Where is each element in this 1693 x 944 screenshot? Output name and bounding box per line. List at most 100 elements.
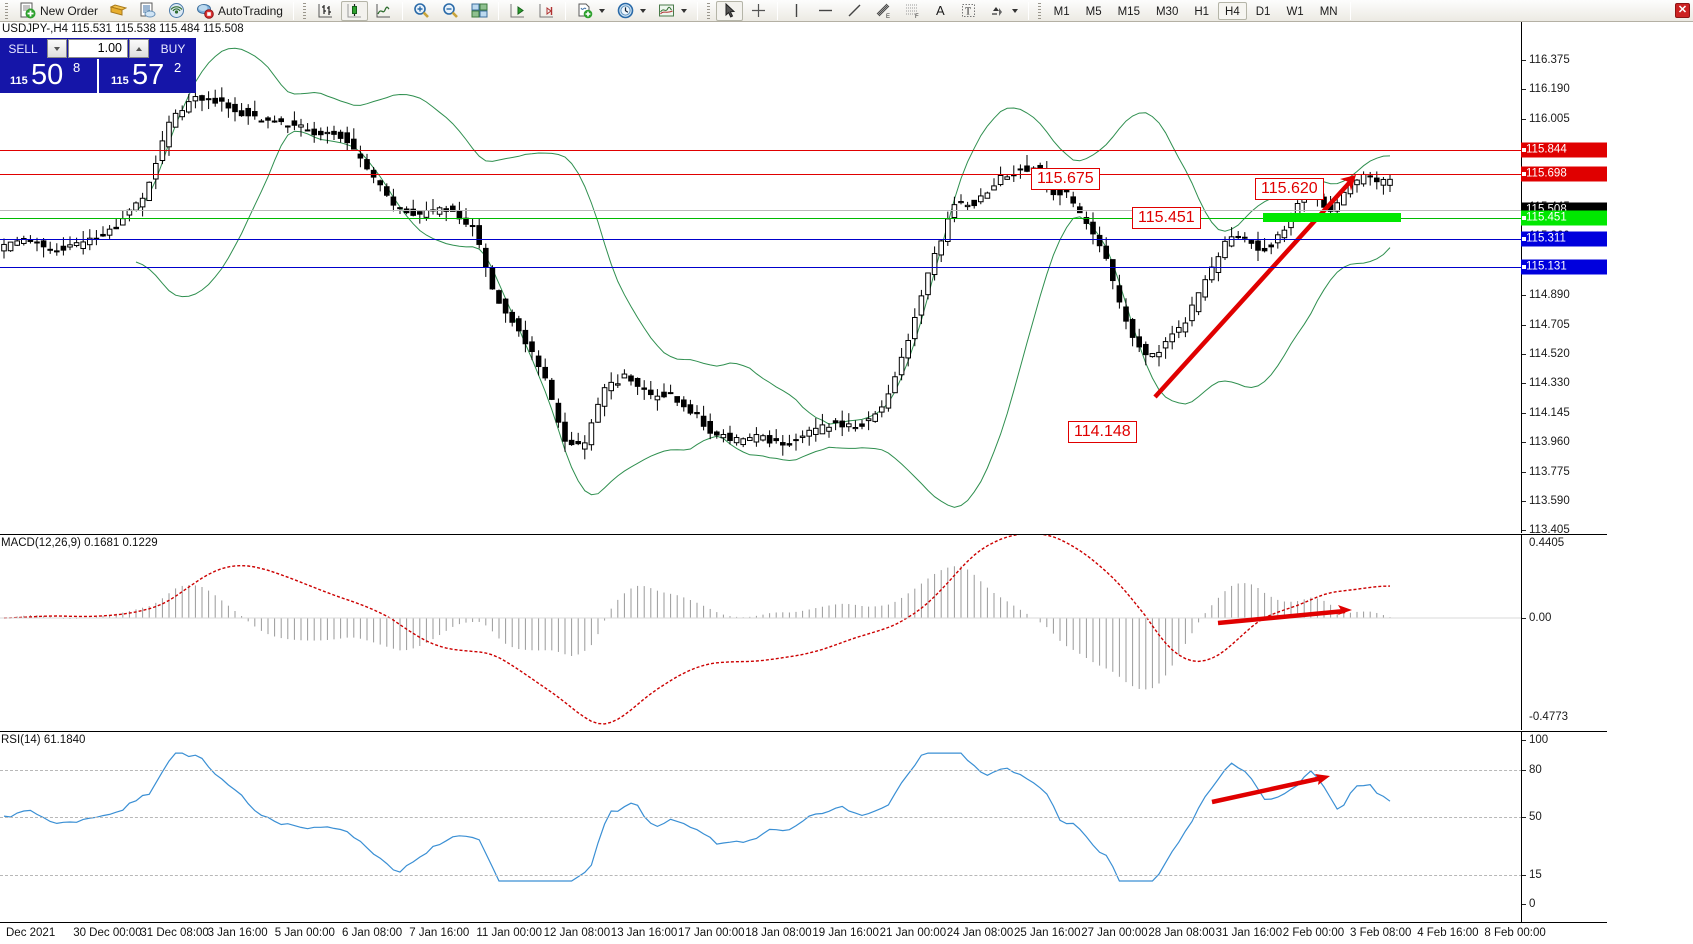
main-toolbar: New Order <box>0 0 1693 22</box>
price-tag-115698[interactable]: 115.698 <box>1521 166 1607 182</box>
price-pane[interactable]: 115.675 115.620 115.451 114.148 USDJPY-,… <box>0 22 1607 536</box>
timeframe-m5-button[interactable]: M5 <box>1085 5 1102 18</box>
arrows-tool-button[interactable] <box>984 1 1023 21</box>
sell-button[interactable]: SELL <box>0 38 46 59</box>
price-tag-115311[interactable]: 115.311 <box>1521 231 1607 247</box>
template-icon <box>658 2 675 19</box>
level-line-115131[interactable] <box>0 267 1607 268</box>
level-line-115451[interactable] <box>0 218 1607 219</box>
time-axis[interactable]: Dec 2021 30 Dec 00:00 31 Dec 08:00 3 Jan 16… <box>0 922 1607 944</box>
autotrading-button[interactable]: AutoTrading <box>192 1 288 21</box>
auto-scroll-button[interactable] <box>533 1 560 21</box>
rsi-tick-label: 50 <box>1529 811 1542 823</box>
new-order-button[interactable]: New Order <box>14 1 103 21</box>
bar-chart-button[interactable] <box>312 1 339 21</box>
templates-button[interactable] <box>653 1 692 21</box>
vertical-line-tool-button[interactable] <box>783 1 810 21</box>
time-tick-label: 5 Jan 00:00 <box>274 927 335 939</box>
buy-price-display[interactable]: 115 57 2 <box>97 59 196 93</box>
data-window-button[interactable] <box>134 1 161 21</box>
candlestick-chart-button[interactable] <box>340 0 368 21</box>
price-tag-handle[interactable] <box>1521 236 1527 242</box>
zoom-in-button[interactable] <box>408 1 435 21</box>
period-button[interactable] <box>612 1 651 21</box>
timeframe-m30-button[interactable]: M30 <box>1155 5 1179 18</box>
level-line-115311[interactable] <box>0 239 1607 240</box>
equidistant-channel-tool-button[interactable]: E <box>870 1 897 21</box>
annotation-115675[interactable]: 115.675 <box>1031 168 1100 190</box>
templates-chevron-down-icon[interactable] <box>680 8 687 13</box>
line-chart-button[interactable] <box>370 1 397 21</box>
toolbar-grip[interactable] <box>3 1 10 20</box>
close-icon[interactable]: ✕ <box>1675 3 1690 18</box>
annotation-115620[interactable]: 115.620 <box>1255 178 1324 200</box>
fibonacci-tool-button[interactable]: F <box>899 1 926 21</box>
volume-stepper[interactable]: 1.00 <box>46 38 150 59</box>
toolbar-separator-5 <box>696 1 698 20</box>
zoom-out-icon <box>442 2 459 19</box>
timeframe-m15-button[interactable]: M15 <box>1117 5 1140 18</box>
period-chevron-down-icon[interactable] <box>639 8 646 13</box>
chart-shift-icon <box>509 2 526 19</box>
indicators-button[interactable] <box>571 1 610 21</box>
timeframe-h4-button[interactable]: H4 <box>1218 1 1247 20</box>
timeframe-d1-button[interactable]: D1 <box>1255 5 1271 18</box>
text-tool-button[interactable]: A <box>928 1 953 21</box>
timeframe-h1-button[interactable]: H1 <box>1194 5 1210 18</box>
horizontal-line-tool-button[interactable] <box>812 1 839 21</box>
one-click-trading-panel[interactable]: SELL 1.00 BUY 115 50 8 115 <box>0 38 196 93</box>
price-tag-115451[interactable]: 115.451 <box>1521 210 1607 226</box>
toolbar-separator-4 <box>564 1 566 20</box>
level-line-115698[interactable] <box>0 174 1607 175</box>
timeframe-w1-button[interactable]: W1 <box>1286 5 1304 18</box>
zoom-out-button[interactable] <box>437 1 464 21</box>
level-line-115844[interactable] <box>0 150 1607 151</box>
toolbar-grip-4[interactable] <box>1035 1 1043 20</box>
toolbar-grip-2[interactable] <box>300 1 308 20</box>
trendline-tool-button[interactable] <box>841 1 868 21</box>
timeframe-m1-button[interactable]: M1 <box>1053 5 1070 18</box>
price-tick-label: 116.190 <box>1529 83 1570 96</box>
navigator-button[interactable] <box>163 1 190 21</box>
price-chart-canvas <box>1 47 1393 508</box>
macd-pane[interactable]: MACD(12,26,9) 0.1681 0.1229 0.4405 0.00 -0… <box>0 534 1607 730</box>
price-tag-115131[interactable]: 115.131 <box>1521 259 1607 275</box>
cursor-tool-button[interactable] <box>715 0 743 21</box>
text-label-tool-button[interactable]: T <box>955 1 982 21</box>
tile-windows-button[interactable] <box>466 1 493 21</box>
timeframe-mn-button[interactable]: MN <box>1319 5 1338 18</box>
price-tag-115844[interactable]: 115.844 <box>1521 142 1607 158</box>
rsi-pane[interactable]: RSI(14) 61.1840 100 80 50 15 0 <box>0 731 1607 922</box>
price-tag-handle[interactable] <box>1521 215 1527 221</box>
toolbar-separator-3 <box>497 1 499 20</box>
chart-area[interactable]: 115.675 115.620 115.451 114.148 USDJPY-,… <box>0 22 1693 944</box>
rsi-axis[interactable]: 100 80 50 15 0 <box>1521 732 1607 922</box>
arrows-chevron-down-icon[interactable] <box>1011 8 1018 13</box>
crosshair-tool-button[interactable] <box>745 1 772 21</box>
toolbar-grip-3[interactable] <box>704 1 712 20</box>
time-tick-label: 2 Feb 00:00 <box>1282 927 1345 939</box>
annotation-115451[interactable]: 115.451 <box>1132 207 1201 229</box>
sell-price-display[interactable]: 115 50 8 <box>0 59 97 93</box>
rsi-tick-label: 80 <box>1529 764 1542 776</box>
market-watch-button[interactable] <box>105 1 132 21</box>
price-tag-handle[interactable] <box>1521 171 1527 177</box>
price-tag-handle[interactable] <box>1521 147 1527 153</box>
price-axis[interactable]: 116.375116.190116.005115.815115.630115.4… <box>1521 22 1607 536</box>
sell-price-big: 50 <box>31 59 64 91</box>
volume-input[interactable]: 1.00 <box>68 39 128 58</box>
chart-shift-button[interactable] <box>504 1 531 21</box>
buy-button[interactable]: BUY <box>150 38 196 59</box>
macd-axis[interactable]: 0.4405 0.00 -0.4773 <box>1521 535 1607 730</box>
fibonacci-icon: F <box>904 2 921 20</box>
price-tag-handle[interactable] <box>1521 264 1527 270</box>
volume-increase-button[interactable] <box>129 39 149 58</box>
price-tick-label: 116.005 <box>1529 112 1570 125</box>
highlight-band[interactable] <box>1263 213 1401 222</box>
svg-text:F: F <box>915 14 919 19</box>
indicators-chevron-down-icon[interactable] <box>598 8 605 13</box>
macd-chart-canvas <box>0 535 1607 725</box>
price-tick <box>1522 295 1526 297</box>
volume-decrease-button[interactable] <box>47 39 67 58</box>
annotation-114148[interactable]: 114.148 <box>1068 421 1137 443</box>
